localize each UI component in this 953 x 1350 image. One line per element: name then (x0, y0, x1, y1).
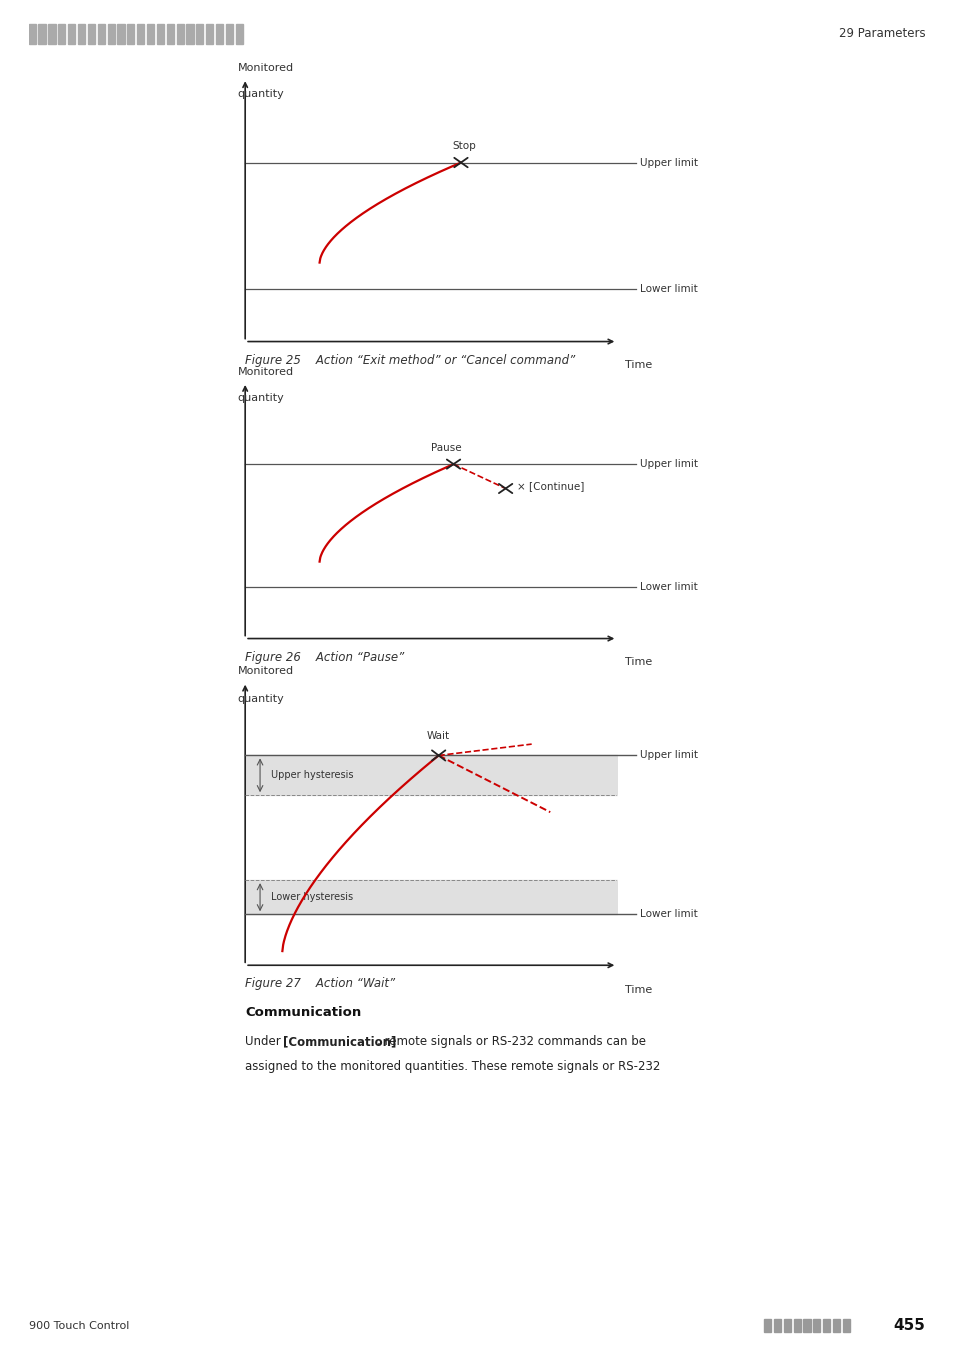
Bar (226, 24, 233, 45)
Text: Time: Time (624, 360, 651, 370)
Bar (117, 24, 125, 45)
Text: Upper limit: Upper limit (639, 459, 697, 470)
Bar (58, 24, 66, 45)
Text: Lower limit: Lower limit (639, 284, 697, 294)
Text: Monitored: Monitored (237, 63, 294, 73)
Text: quantity: quantity (237, 694, 284, 705)
Text: quantity: quantity (237, 393, 284, 402)
Text: Time: Time (624, 986, 651, 995)
Bar (773, 1319, 781, 1332)
Text: Under: Under (245, 1035, 284, 1049)
Bar (156, 24, 164, 45)
Bar (215, 24, 223, 45)
Text: assigned to the monitored quantities. These remote signals or RS-232: assigned to the monitored quantities. Th… (245, 1060, 659, 1073)
Text: Stop: Stop (453, 140, 476, 151)
Text: × [Continue]: × [Continue] (517, 481, 583, 491)
Text: Upper hysteresis: Upper hysteresis (271, 771, 354, 780)
Text: Lower limit: Lower limit (639, 582, 697, 593)
Text: Monitored: Monitored (237, 367, 294, 377)
Text: Upper limit: Upper limit (639, 751, 697, 760)
Bar (793, 1319, 800, 1332)
Text: [Communication]: [Communication] (283, 1035, 396, 1049)
Bar (822, 1319, 829, 1332)
Bar (235, 24, 243, 45)
Text: Figure 26    Action “Pause”: Figure 26 Action “Pause” (245, 651, 404, 664)
Text: 29 Parameters: 29 Parameters (838, 27, 924, 40)
Bar (176, 24, 184, 45)
Text: Communication: Communication (245, 1006, 361, 1019)
Bar (97, 24, 105, 45)
Text: Figure 27    Action “Wait”: Figure 27 Action “Wait” (245, 977, 395, 991)
Bar (167, 24, 173, 45)
Bar (49, 24, 55, 45)
Text: Time: Time (624, 656, 651, 667)
Text: quantity: quantity (237, 89, 284, 100)
Bar (206, 24, 213, 45)
Bar (68, 24, 75, 45)
Bar (78, 24, 85, 45)
Bar (196, 24, 203, 45)
Bar (88, 24, 95, 45)
Bar (108, 24, 114, 45)
Text: Upper limit: Upper limit (639, 158, 697, 167)
Bar (763, 1319, 770, 1332)
Bar (832, 1319, 840, 1332)
Bar (147, 24, 154, 45)
Bar (38, 24, 46, 45)
Bar (186, 24, 193, 45)
Text: 455: 455 (893, 1318, 924, 1334)
Bar (842, 1319, 849, 1332)
Text: Lower limit: Lower limit (639, 909, 697, 919)
Bar (782, 1319, 790, 1332)
Bar (802, 1319, 810, 1332)
Bar (812, 1319, 820, 1332)
Text: Wait: Wait (427, 732, 450, 741)
Text: Monitored: Monitored (237, 666, 294, 676)
Bar (29, 24, 36, 45)
Bar (127, 24, 134, 45)
Text: Lower hysteresis: Lower hysteresis (271, 892, 353, 902)
Text: 900 Touch Control: 900 Touch Control (29, 1320, 129, 1331)
Bar (137, 24, 144, 45)
Text: Figure 25    Action “Exit method” or “Cancel command”: Figure 25 Action “Exit method” or “Cance… (245, 354, 575, 367)
Text: Pause: Pause (431, 443, 461, 452)
Text: , remote signals or RS-232 commands can be: , remote signals or RS-232 commands can … (376, 1035, 645, 1049)
